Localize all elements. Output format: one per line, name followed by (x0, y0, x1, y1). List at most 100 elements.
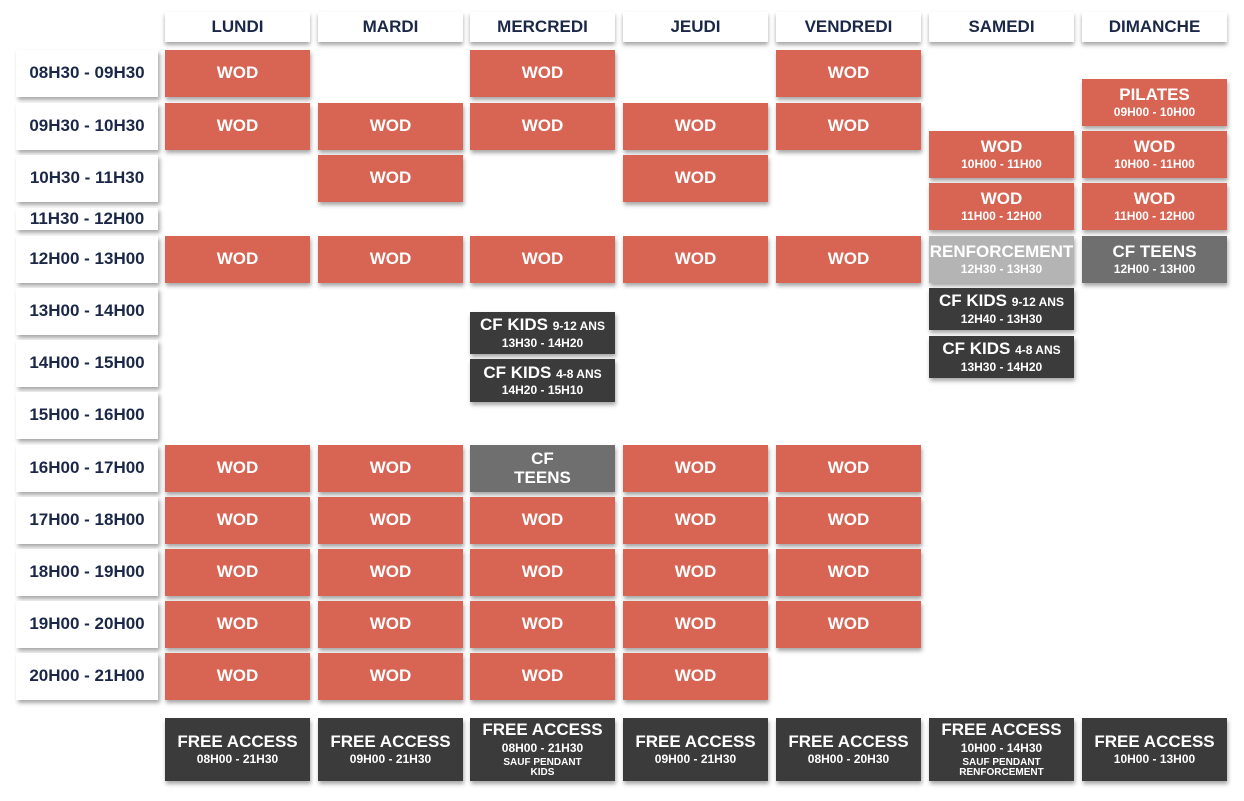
session-block: WOD 11H00 - 12H00 (1082, 183, 1227, 230)
session-block: WOD (776, 445, 921, 492)
session-name: WOD (216, 614, 259, 634)
session-title: WOD (827, 614, 870, 634)
free-access-block: FREE ACCESS 08H00 - 20H30 (776, 718, 921, 781)
session-block: WOD (623, 549, 768, 596)
session-block: WOD (165, 236, 310, 283)
session-name: WOD (827, 249, 870, 269)
free-access-title: FREE ACCESS (330, 731, 451, 751)
session-title: WOD (674, 168, 717, 188)
session-time: 11H00 - 12H00 (961, 209, 1042, 224)
session-block: WOD (470, 103, 615, 150)
session-name: WOD (369, 116, 412, 136)
day-header: JEUDI (623, 12, 768, 42)
time-label: 20H00 - 21H00 (16, 653, 158, 700)
session-title: WOD (217, 63, 259, 83)
session-name: WOD (521, 510, 564, 530)
session-name: WOD (216, 249, 259, 269)
session-block: WOD 10H00 - 11H00 (929, 131, 1074, 178)
session-block: WOD (776, 103, 921, 150)
free-access-time: 09H00 - 21H30 (654, 752, 737, 767)
session-name: WOD (369, 666, 412, 686)
session-name: WOD (674, 249, 717, 269)
session-block: WOD (318, 601, 463, 648)
session-title: WOD (980, 136, 1023, 157)
session-title: WOD (522, 116, 564, 136)
session-title: WOD (522, 63, 564, 83)
session-name: CF KIDS (942, 339, 1011, 359)
session-title: WOD (1134, 189, 1176, 209)
free-access-time: 10H00 - 13H00 (1113, 752, 1196, 767)
session-title: WOD (674, 458, 717, 478)
session-name: CF KIDS (480, 315, 548, 335)
session-name: WOD (827, 458, 870, 478)
session-block: CF KIDS 4-8 ANS 13H30 - 14H20 (929, 336, 1074, 378)
session-block: WOD (165, 653, 310, 700)
session-time: 13H30 - 14H20 (960, 359, 1043, 374)
free-access-time: 08H00 - 21H30 (501, 740, 584, 755)
free-access-title: FREE ACCESS (635, 731, 756, 751)
free-access-title: FREE ACCESS (177, 731, 298, 751)
session-title: CF TEENS (513, 448, 573, 487)
session-block: WOD (776, 236, 921, 283)
session-title: WOD (216, 562, 259, 582)
session-block: WOD (318, 155, 463, 202)
session-block: WOD (623, 601, 768, 648)
session-time: 13H30 - 14H20 (501, 335, 584, 350)
session-block: WOD (470, 601, 615, 648)
time-label: 12H00 - 13H00 (16, 236, 158, 283)
session-name: WOD (674, 510, 717, 530)
session-name: WOD (369, 249, 412, 269)
session-title: WOD (369, 168, 412, 188)
session-name: WOD (674, 458, 717, 478)
session-name: CF TEENS (514, 448, 571, 487)
session-title: WOD (674, 249, 717, 269)
session-name: WOD (980, 136, 1023, 156)
session-title: WOD (216, 614, 259, 634)
free-access-block: FREE ACCESS 10H00 - 13H00 (1082, 718, 1227, 781)
session-block: WOD (318, 445, 463, 492)
session-block: WOD (470, 653, 615, 700)
free-access-time: 09H00 - 21H30 (349, 752, 432, 767)
time-label: 11H30 - 12H00 (16, 208, 158, 230)
day-header: VENDREDI (776, 12, 921, 42)
session-title: WOD (370, 562, 412, 582)
session-name: WOD (827, 614, 870, 634)
session-name: WOD (216, 666, 259, 686)
session-title: WOD (1134, 137, 1176, 157)
free-access-block: FREE ACCESS 10H00 - 14H30 SAUF PENDANT REN… (929, 718, 1074, 781)
session-block: WOD 11H00 - 12H00 (929, 183, 1074, 230)
free-access-title: FREE ACCESS (788, 731, 909, 751)
session-block: PILATES 09H00 - 10H00 (1082, 79, 1227, 126)
session-time: 10H00 - 11H00 (961, 157, 1042, 172)
session-name: WOD (674, 168, 717, 188)
session-title: WOD (522, 666, 564, 686)
session-title: WOD (675, 614, 717, 634)
session-name: WOD (216, 562, 259, 582)
session-title: WOD (828, 510, 870, 530)
session-time: 11H00 - 12H00 (1114, 209, 1195, 224)
day-header: DIMANCHE (1082, 12, 1227, 42)
session-title: WOD (827, 458, 870, 478)
session-title: WOD (370, 458, 412, 478)
session-block: WOD (165, 445, 310, 492)
session-name: WOD (521, 249, 564, 269)
day-header: SAMEDI (929, 12, 1074, 42)
time-label: 18H00 - 19H00 (16, 549, 158, 596)
session-title: WOD (521, 249, 564, 269)
session-title: WOD (521, 510, 564, 530)
session-title: WOD (675, 116, 717, 136)
session-block: CF KIDS 9-12 ANS 12H40 - 13H30 (929, 288, 1074, 330)
time-label: 17H00 - 18H00 (16, 497, 158, 544)
session-name: WOD (369, 510, 412, 530)
session-name: WOD (827, 116, 870, 136)
session-time: 09H00 - 10H00 (1113, 105, 1196, 120)
session-block: WOD (623, 103, 768, 150)
session-name: WOD (369, 168, 412, 188)
session-block: WOD (776, 601, 921, 648)
session-block: WOD (165, 497, 310, 544)
session-block: WOD (318, 653, 463, 700)
session-title: WOD (827, 116, 870, 136)
time-label: 13H00 - 14H00 (16, 288, 158, 335)
session-title: WOD (827, 249, 870, 269)
